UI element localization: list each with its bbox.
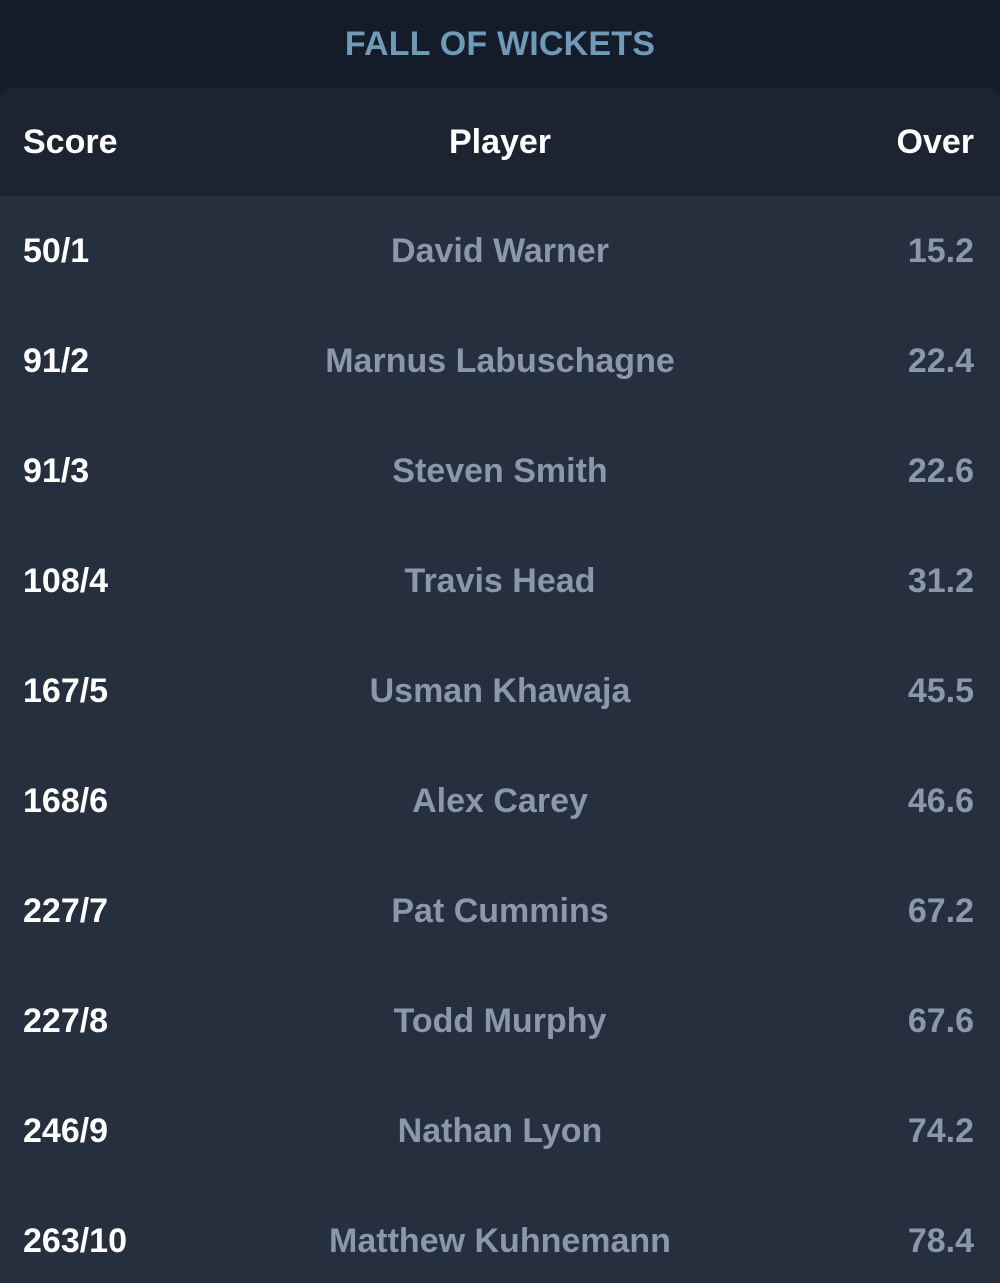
over-cell: 74.2 — [908, 1112, 974, 1151]
player-cell: Travis Head — [0, 562, 1000, 601]
over-cell: 22.4 — [908, 342, 974, 381]
section-title-bar: FALL OF WICKETS — [0, 0, 1000, 88]
score-cell: 263/10 — [23, 1222, 127, 1261]
table-row: 227/8 Todd Murphy 67.6 — [0, 966, 1000, 1076]
score-cell: 246/9 — [23, 1112, 108, 1151]
score-cell: 168/6 — [23, 782, 108, 821]
fall-of-wickets-table: Score Player Over 50/1 David Warner 15.2… — [0, 88, 1000, 1283]
player-cell: Pat Cummins — [0, 892, 1000, 931]
over-cell: 46.6 — [908, 782, 974, 821]
player-cell: Steven Smith — [0, 452, 1000, 491]
player-cell: Alex Carey — [0, 782, 1000, 821]
over-cell: 67.2 — [908, 892, 974, 931]
player-cell: Usman Khawaja — [0, 672, 1000, 711]
over-cell: 45.5 — [908, 672, 974, 711]
player-cell: Matthew Kuhnemann — [0, 1222, 1000, 1261]
table-row: 227/7 Pat Cummins 67.2 — [0, 856, 1000, 966]
table-row: 91/3 Steven Smith 22.6 — [0, 416, 1000, 526]
over-cell: 15.2 — [908, 232, 974, 271]
table-row: 167/5 Usman Khawaja 45.5 — [0, 636, 1000, 746]
over-cell: 31.2 — [908, 562, 974, 601]
over-cell: 67.6 — [908, 1002, 974, 1041]
table-row: 263/10 Matthew Kuhnemann 78.4 — [0, 1186, 1000, 1283]
player-cell: Nathan Lyon — [0, 1112, 1000, 1151]
player-cell: Todd Murphy — [0, 1002, 1000, 1041]
score-cell: 227/8 — [23, 1002, 108, 1041]
over-cell: 78.4 — [908, 1222, 974, 1261]
score-cell: 227/7 — [23, 892, 108, 931]
table-row: 108/4 Travis Head 31.2 — [0, 526, 1000, 636]
score-cell: 91/2 — [23, 342, 89, 381]
score-cell: 91/3 — [23, 452, 89, 491]
column-header-score: Score — [23, 123, 118, 162]
player-cell: David Warner — [0, 232, 1000, 271]
column-header-player: Player — [0, 123, 1000, 162]
table-row: 50/1 David Warner 15.2 — [0, 196, 1000, 306]
score-cell: 108/4 — [23, 562, 108, 601]
section-title: FALL OF WICKETS — [345, 25, 655, 64]
score-cell: 50/1 — [23, 232, 89, 271]
player-cell: Marnus Labuschagne — [0, 342, 1000, 381]
over-cell: 22.6 — [908, 452, 974, 491]
table-row: 246/9 Nathan Lyon 74.2 — [0, 1076, 1000, 1186]
column-header-over: Over — [897, 123, 975, 162]
table-row: 91/2 Marnus Labuschagne 22.4 — [0, 306, 1000, 416]
table-header: Score Player Over — [0, 88, 1000, 196]
score-cell: 167/5 — [23, 672, 108, 711]
table-row: 168/6 Alex Carey 46.6 — [0, 746, 1000, 856]
